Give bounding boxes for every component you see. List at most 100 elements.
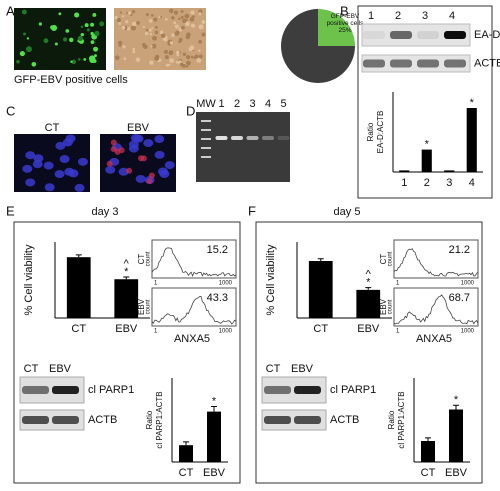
cell: [142, 25, 146, 28]
histogram-tick: 1: [154, 329, 158, 335]
cell: [114, 55, 120, 61]
error-bar: [123, 276, 130, 280]
cell: [186, 60, 191, 66]
histogram-value: 68.7: [449, 292, 470, 304]
bar: [444, 170, 455, 172]
cell: [180, 10, 184, 13]
cell: [182, 52, 187, 56]
cell: [158, 15, 161, 19]
panel-frame: [357, 5, 493, 199]
nucleus: [22, 164, 33, 173]
annotation: *: [366, 277, 371, 289]
blot-label: ACTB: [474, 57, 500, 69]
error-bar: [365, 287, 372, 290]
band: [390, 59, 412, 68]
histogram-value: 21.2: [449, 244, 470, 256]
cell: [193, 56, 197, 60]
bar: [207, 411, 221, 462]
blot-label: ACTB: [330, 414, 359, 426]
band: [363, 31, 385, 39]
histogram-frame: [393, 287, 479, 327]
cell: [131, 10, 136, 14]
panel-letter: A: [6, 3, 15, 18]
histogram-condition: CT: [137, 254, 146, 265]
band: [215, 136, 228, 140]
histogram-trace: [393, 294, 479, 325]
histogram-axis-label: count: [146, 299, 152, 314]
error-bar: [183, 441, 189, 446]
y-axis-label: EA-D:ACTB: [376, 111, 385, 154]
cell: [190, 55, 194, 59]
ladder: [201, 120, 211, 122]
cell: [184, 13, 190, 19]
lane-label: 1: [218, 98, 224, 110]
stain: [114, 148, 121, 155]
y-axis-label: cl PARP1:ACTB: [155, 391, 164, 448]
stain: [126, 167, 133, 174]
lane-label: 2: [234, 98, 240, 110]
cell: [164, 18, 168, 21]
day-label: day 3: [92, 206, 119, 218]
cell: [65, 29, 70, 33]
cell: [83, 57, 87, 61]
band: [444, 31, 466, 39]
cell: [148, 28, 152, 32]
band: [22, 386, 49, 394]
nucleus: [25, 178, 36, 187]
x-tick-label: CT: [179, 467, 194, 479]
cell: [198, 54, 203, 59]
ladder: [201, 156, 211, 158]
cell: [84, 23, 89, 28]
nucleus: [164, 161, 175, 170]
error-bar: [453, 404, 459, 410]
cell: [198, 49, 201, 52]
pie-category: GFP-EBV positive cells: [326, 13, 364, 27]
cell: [155, 25, 158, 29]
cell: [175, 60, 179, 64]
cell: [74, 12, 80, 18]
cell: [69, 37, 74, 43]
cell: [132, 47, 136, 51]
ladder: [201, 138, 211, 140]
cell: [90, 22, 95, 27]
annotation: ^: [366, 269, 372, 281]
band: [277, 136, 290, 140]
histogram-tick: 1000: [219, 329, 233, 335]
nucleus: [64, 167, 75, 176]
cell: [54, 42, 58, 46]
panel-letter: F: [248, 203, 256, 218]
nucleus: [130, 134, 141, 143]
cell: [189, 17, 195, 22]
cell: [19, 50, 25, 57]
cell: [198, 39, 202, 44]
nucleus: [55, 141, 66, 150]
pie-slice: [318, 9, 355, 46]
band: [444, 59, 466, 68]
histogram-trace: [151, 295, 237, 325]
gel: [196, 112, 290, 182]
pie-label-box: GFP-EBV positive cells 25%: [326, 13, 364, 34]
cell: [143, 44, 148, 50]
histogram-tick: 1: [396, 329, 400, 335]
blot-label: EA-D: [474, 29, 500, 41]
x-tick-label: 3: [446, 177, 452, 189]
histogram-axis-label: count: [388, 251, 394, 266]
nucleus: [77, 157, 88, 166]
band: [417, 59, 439, 68]
bar: [179, 445, 193, 462]
nucleus: [43, 161, 54, 170]
band: [246, 136, 259, 140]
histogram-value: 43.3: [207, 292, 228, 304]
band: [294, 386, 321, 394]
cell: [121, 15, 125, 18]
cell: [189, 45, 195, 51]
nucleus: [74, 183, 85, 192]
cell: [168, 8, 174, 14]
lane-label: 4: [265, 98, 271, 110]
y-axis-label: Ratio: [145, 410, 154, 429]
cell: [132, 50, 136, 54]
cell: [168, 50, 174, 56]
y-axis-label: % Cell viability: [265, 244, 277, 315]
cell: [117, 40, 123, 46]
x-tick-label: 1: [401, 177, 407, 189]
